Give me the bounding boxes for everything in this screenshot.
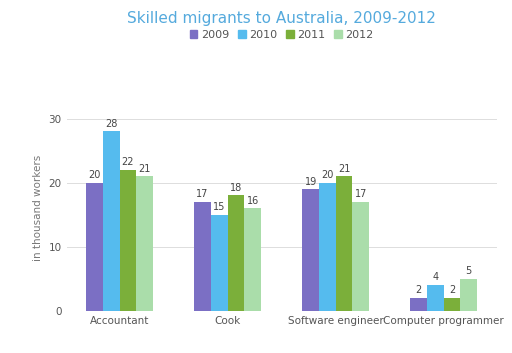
Bar (444, 298, 460, 311)
Bar (119, 170, 136, 311)
Text: 21: 21 (138, 164, 151, 174)
Text: 19: 19 (305, 176, 317, 186)
Bar (410, 298, 427, 311)
Text: 22: 22 (122, 157, 134, 167)
Text: 20: 20 (88, 170, 101, 180)
Text: 4: 4 (432, 273, 438, 282)
Text: 15: 15 (213, 202, 225, 212)
Text: 28: 28 (105, 119, 117, 129)
Text: 2: 2 (416, 285, 422, 295)
Bar (302, 189, 319, 311)
Text: 5: 5 (465, 266, 472, 276)
Bar (244, 208, 261, 311)
Text: 21: 21 (338, 164, 350, 174)
Text: 18: 18 (230, 183, 242, 193)
Bar (136, 176, 153, 311)
Bar (194, 202, 211, 311)
Y-axis label: in thousand workers: in thousand workers (33, 155, 43, 261)
Text: 20: 20 (321, 170, 333, 180)
Bar (319, 183, 336, 311)
Legend: 2009, 2010, 2011, 2012: 2009, 2010, 2011, 2012 (185, 25, 378, 44)
Bar (427, 285, 444, 311)
Bar (352, 202, 369, 311)
Text: 16: 16 (246, 196, 259, 206)
Bar (211, 215, 227, 311)
Bar (460, 279, 477, 311)
Bar (336, 176, 352, 311)
Text: 2: 2 (449, 285, 455, 295)
Text: 17: 17 (196, 189, 209, 199)
Bar (103, 131, 119, 311)
Bar (227, 196, 244, 311)
Bar (86, 183, 103, 311)
Text: 17: 17 (354, 189, 367, 199)
Text: Skilled migrants to Australia, 2009-2012: Skilled migrants to Australia, 2009-2012 (127, 11, 436, 25)
